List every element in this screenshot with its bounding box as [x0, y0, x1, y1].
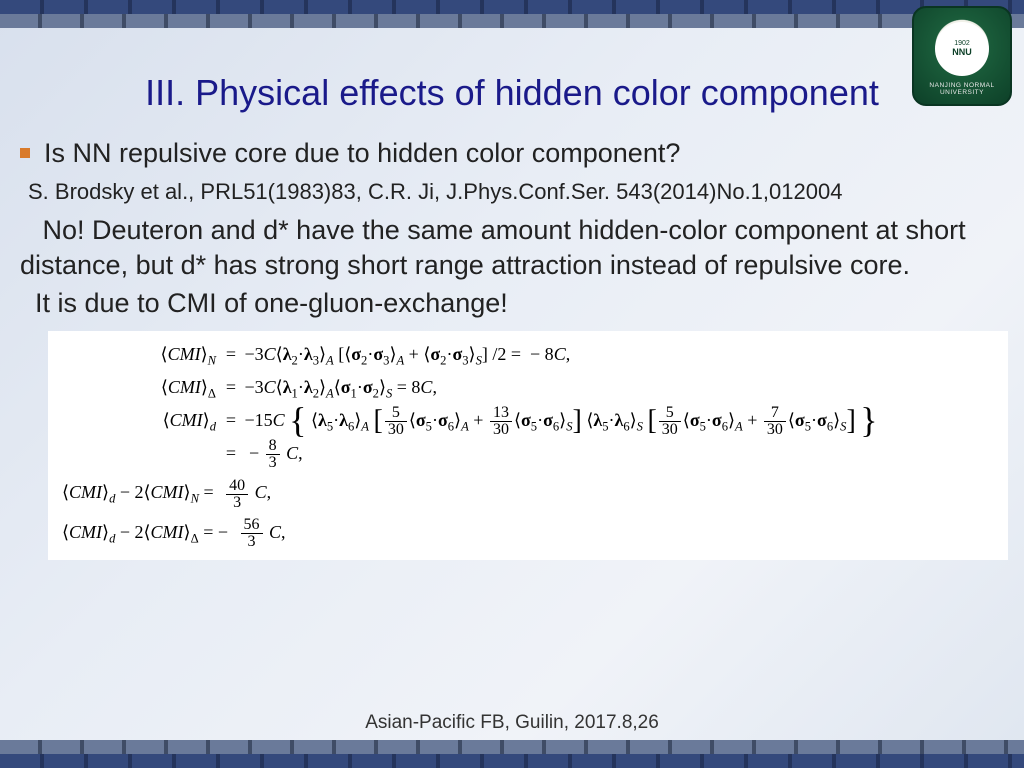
slide-footer: Asian-Pacific FB, Guilin, 2017.8,26 [0, 712, 1024, 734]
eq-row-5: ⟨CMI⟩d − 2⟨CMI⟩N = 403 C, [62, 477, 994, 510]
answer-paragraph-2: It is due to CMI of one-gluon-exchange! [20, 286, 1004, 321]
eq-row-2: ⟨CMI⟩Δ= −3C⟨λ1·λ2⟩A⟨σ1·σ2⟩S = 8C, [62, 372, 994, 405]
bullet-row: Is NN repulsive core due to hidden color… [20, 138, 1004, 169]
eq-row-1: ⟨CMI⟩N= −3C⟨λ2·λ3⟩A [⟨σ2·σ3⟩A + ⟨σ2·σ3⟩S… [62, 339, 994, 372]
slide-border-top [0, 0, 1024, 28]
eq-row-4: = − 83 C, [62, 438, 994, 471]
equation-box: ⟨CMI⟩N= −3C⟨λ2·λ3⟩A [⟨σ2·σ3⟩A + ⟨σ2·σ3⟩S… [48, 331, 1008, 561]
university-logo: 1902 NNU NANJING NORMAL UNIVERSITY [912, 6, 1012, 106]
slide-border-bottom [0, 740, 1024, 768]
logo-inner: 1902 NNU [935, 22, 989, 76]
references-text: S. Brodsky et al., PRL51(1983)83, C.R. J… [28, 179, 1004, 205]
slide-title: III. Physical effects of hidden color co… [20, 72, 1004, 114]
answer-paragraph-1: No! Deuteron and d* have the same amount… [20, 213, 1004, 282]
logo-ring-text: NANJING NORMAL UNIVERSITY [914, 82, 1010, 96]
logo-nnu: NNU [952, 48, 972, 58]
slide-content: III. Physical effects of hidden color co… [0, 28, 1024, 740]
question-text: Is NN repulsive core due to hidden color… [44, 138, 680, 169]
eq-row-6: ⟨CMI⟩d − 2⟨CMI⟩Δ = − 563 C, [62, 517, 994, 550]
bullet-icon [20, 148, 30, 158]
eq-row-3: ⟨CMI⟩d= −15C { ⟨λ5·λ6⟩A [530⟨σ5·σ6⟩A + 1… [62, 405, 994, 438]
